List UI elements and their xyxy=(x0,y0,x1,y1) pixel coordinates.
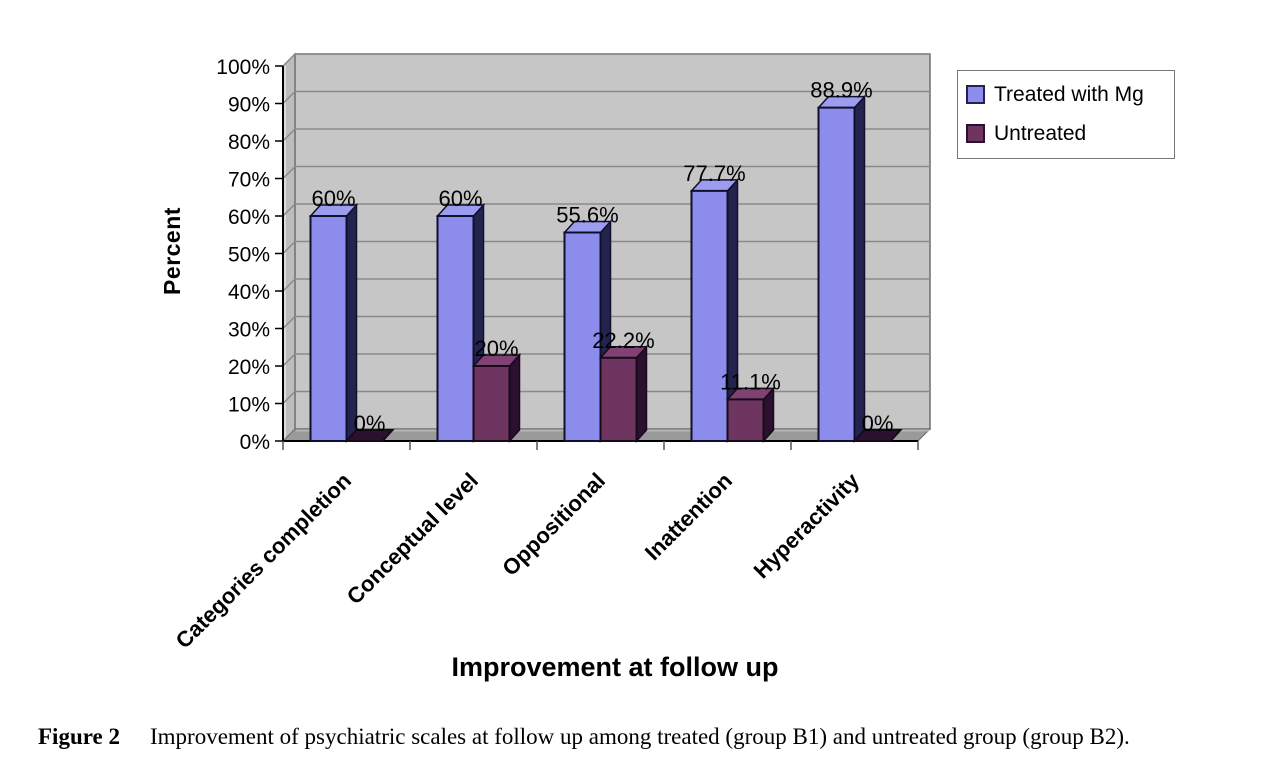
y-tick-label: 40% xyxy=(228,281,270,304)
y-tick-label: 50% xyxy=(228,244,270,267)
data-label: 88.9% xyxy=(810,78,872,103)
y-tick-label: 10% xyxy=(228,394,270,417)
bar-untreated-inattention xyxy=(725,386,776,443)
data-label: 55.6% xyxy=(556,203,618,228)
bar-untreated-oppositional xyxy=(598,344,649,443)
legend-label-treated: Treated with Mg xyxy=(994,82,1144,106)
bar-treated-with-mg-hyperactivity xyxy=(816,94,867,443)
bar-treated-with-mg-inattention xyxy=(689,177,740,443)
x-axis-ticks xyxy=(282,441,919,450)
y-tick-label: 70% xyxy=(228,169,270,192)
figure-caption: Figure 2 Improvement of psychiatric scale… xyxy=(38,724,1258,750)
y-axis-ticks: 0% 10% 20% 30% 40% 50% 60% 70% 80% 90% 100% xyxy=(216,56,283,454)
category-label: Inattention xyxy=(640,468,737,565)
x-axis-title: Improvement at follow up xyxy=(451,652,779,682)
data-label: 22.2% xyxy=(592,328,654,353)
y-tick-label: 20% xyxy=(228,356,270,379)
data-label: 20% xyxy=(474,336,518,361)
bar-untreated-hyperactivity xyxy=(852,429,903,442)
legend-entry-treated: Treated with Mg xyxy=(966,80,1168,108)
data-label: 0% xyxy=(862,411,894,436)
legend-entry-untreated: Untreated xyxy=(966,119,1168,147)
chart-legend: Treated with Mg Untreated xyxy=(957,70,1175,159)
y-tick-label: 100% xyxy=(216,56,270,79)
data-label: 77.7% xyxy=(683,161,745,186)
data-label: 0% xyxy=(354,411,386,436)
y-axis-title: Percent xyxy=(159,207,185,295)
legend-swatch-untreated-icon xyxy=(966,123,985,143)
legend-label-untreated: Untreated xyxy=(994,121,1087,145)
data-label: 60% xyxy=(311,186,355,211)
bar-treated-with-mg-categories-completion xyxy=(308,203,359,443)
y-tick-label: 30% xyxy=(228,319,270,342)
data-label: 60% xyxy=(438,186,482,211)
y-tick-label: 90% xyxy=(228,94,270,117)
data-labels: 60% 0% 60% 20% 55.6% 22.2% 77.7% 11.1% 88.9% 0% xyxy=(311,78,893,436)
category-label: Categories completion xyxy=(171,468,356,653)
figure-caption-text: Improvement of psychiatric scales at fol… xyxy=(149,724,1130,749)
y-tick-label: 60% xyxy=(228,206,270,229)
bar-untreated-categories-completion xyxy=(344,429,395,442)
y-tick-label: 0% xyxy=(240,431,270,454)
data-label: 11.1% xyxy=(720,369,781,394)
category-label: Oppositional xyxy=(497,468,610,581)
y-tick-label: 80% xyxy=(228,131,270,154)
bar-untreated-conceptual-level xyxy=(471,353,522,443)
bar-chart-canvas: 0%10%20%30%40%50%60%70%80%90%100%60%0%60… xyxy=(171,52,932,653)
category-label: Conceptual level xyxy=(342,468,483,609)
legend-swatch-treated-icon xyxy=(966,84,985,104)
category-label: Hyperactivity xyxy=(749,467,865,583)
figure-caption-label: Figure 2 xyxy=(38,724,120,749)
